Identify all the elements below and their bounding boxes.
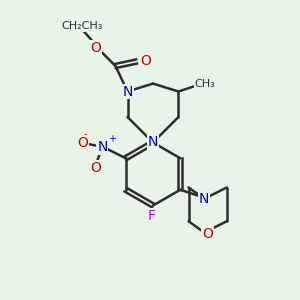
Text: F: F xyxy=(148,209,155,223)
Text: O: O xyxy=(77,136,88,150)
Text: O: O xyxy=(140,54,151,68)
Text: N: N xyxy=(122,85,133,98)
Text: CH₂CH₃: CH₂CH₃ xyxy=(62,21,103,31)
Text: O: O xyxy=(90,161,101,176)
Text: CH₃: CH₃ xyxy=(194,79,215,89)
Text: -: - xyxy=(83,129,87,139)
Text: N: N xyxy=(97,140,107,154)
Text: +: + xyxy=(108,134,116,144)
Text: N: N xyxy=(148,136,158,149)
Text: O: O xyxy=(90,41,101,55)
Text: N: N xyxy=(199,192,209,206)
Text: O: O xyxy=(202,227,213,241)
